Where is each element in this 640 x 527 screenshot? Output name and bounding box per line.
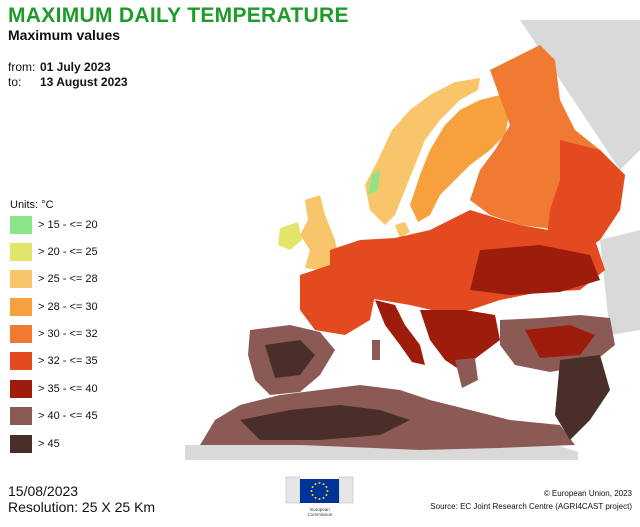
region-denmark [395,222,410,238]
black-sea [515,295,575,318]
eu-star [311,486,314,488]
region-greece [455,358,478,388]
legend-swatch [10,270,32,288]
eu-star [310,490,313,492]
legend-item: > 45 [10,434,150,454]
legend-item: > 40 - <= 45 [10,406,150,426]
eu-star [311,494,314,496]
legend-label: > 30 - <= 32 [38,328,98,340]
legend-label: > 20 - <= 25 [38,246,98,258]
legend-item: > 30 - <= 32 [10,324,150,344]
legend-item: > 32 - <= 35 [10,351,150,371]
legend-label: > 45 [38,438,60,450]
legend-swatch [10,243,32,261]
region-norway-green [368,170,380,195]
eu-star [322,496,325,499]
region-middle-east [555,355,610,440]
legend-item: > 28 - <= 30 [10,297,150,317]
logo-text-2: Commission [308,512,333,517]
from-label: from: [8,60,36,74]
region-italy [375,300,425,365]
legend-swatch [10,380,32,398]
region-sardinia [372,340,380,360]
eu-star [325,486,328,488]
legend: Units: °C > 15 - <= 20 > 20 - <= 25 > 25… [10,199,98,453]
region-balkans [420,310,500,370]
legend-label: > 35 - <= 40 [38,383,98,395]
source: Source: EC Joint Research Centre (AGRI4C… [430,502,632,511]
from-date: 01 July 2023 [40,60,111,74]
period-from: from: 01 July 2023 [8,60,111,74]
legend-label: > 25 - <= 28 [38,273,98,285]
legend-swatch [10,435,32,453]
region-turkey-core [525,325,595,358]
legend-item: > 25 - <= 28 [10,269,150,289]
eu-star [318,498,321,500]
region-france [300,265,375,335]
outside-land-east [600,230,640,335]
legend-swatch [10,216,32,234]
resolution: Resolution: 25 X 25 Km [8,499,156,515]
legend-item: > 35 - <= 40 [10,379,150,399]
legend-label: > 32 - <= 35 [38,355,98,367]
eu-star [326,490,329,492]
eu-star [314,483,317,486]
legend-label: > 28 - <= 30 [38,301,98,313]
legend-item: > 15 - <= 20 [10,215,150,235]
eu-star [314,496,317,499]
region-north-africa-core [240,405,410,440]
region-ireland [278,222,302,250]
credits: © European Union, 2023 Source: EC Joint … [430,487,632,513]
region-iberia-core [265,340,315,378]
legend-swatch [10,325,32,343]
eu-star [325,494,328,496]
legend-item: > 20 - <= 25 [10,242,150,262]
region-east-hot [470,245,600,295]
legend-units: Units: °C [10,199,54,211]
region-russia-hot [545,140,625,260]
logo-text-1: European [310,507,330,512]
eu-star [322,483,325,486]
to-label: to: [8,75,22,89]
legend-swatch [10,407,32,425]
period-to: to: 13 August 2023 [8,75,128,89]
copyright: © European Union, 2023 [543,489,632,498]
region-norway [365,78,480,225]
outside-land-south [185,445,578,460]
legend-label: > 15 - <= 20 [38,219,98,231]
eu-star [318,482,321,484]
legend-swatch [10,298,32,316]
legend-label: > 40 - <= 45 [38,410,98,422]
european-commission-logo: European Commission [285,476,354,517]
map-subtitle: Maximum values [8,27,121,43]
issue-date: 15/08/2023 [8,483,79,499]
legend-swatch [10,352,32,370]
map-title: MAXIMUM DAILY TEMPERATURE [8,4,349,27]
to-date: 13 August 2023 [40,75,128,89]
region-sweden-finland [410,95,510,222]
